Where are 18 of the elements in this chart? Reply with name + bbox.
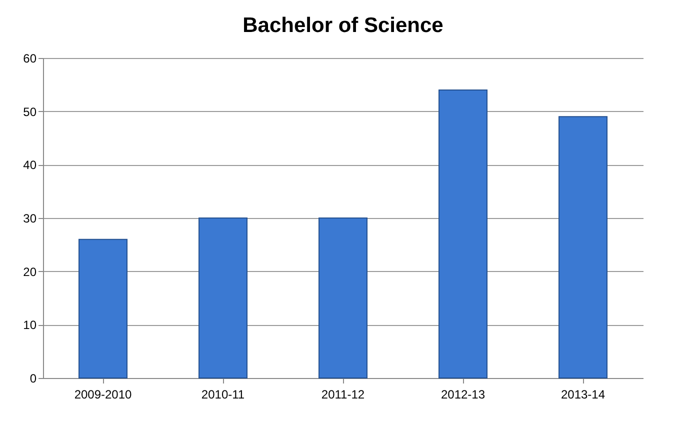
y-tick-label: 20 xyxy=(23,264,37,279)
x-tick-label: 2010-11 xyxy=(201,388,245,402)
y-tick-label: 0 xyxy=(30,372,37,386)
y-tick-label: 50 xyxy=(23,104,37,119)
x-tick-label: 2013-14 xyxy=(560,388,606,402)
x-tick-label: 2009-2010 xyxy=(74,388,132,402)
y-tick-label: 30 xyxy=(23,212,37,226)
y-tick-label: 60 xyxy=(23,52,37,66)
chart-title: Bachelor of Science xyxy=(242,14,444,37)
bar xyxy=(558,116,608,378)
x-tick-label: 2012-13 xyxy=(440,388,486,402)
bar xyxy=(318,218,368,378)
bar xyxy=(198,218,248,378)
y-tick-label: 10 xyxy=(23,318,37,332)
y-tick-label: 40 xyxy=(23,158,37,172)
bar xyxy=(78,238,128,378)
x-tick-label: 2011-12 xyxy=(321,388,365,402)
bar xyxy=(438,90,488,378)
